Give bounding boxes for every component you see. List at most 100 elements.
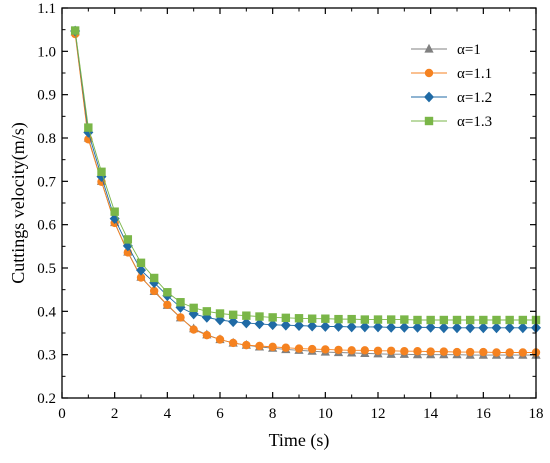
marker-circle: [400, 347, 409, 356]
marker-diamond: [294, 320, 304, 332]
marker-square: [439, 315, 449, 325]
x-tick-label: 2: [111, 406, 119, 422]
legend-entry-1: α=1: [411, 42, 481, 58]
marker-square: [202, 307, 212, 316]
marker-circle: [426, 347, 435, 356]
marker-square: [373, 315, 383, 324]
marker-square: [492, 315, 501, 325]
legend-label: α=1.3: [457, 114, 492, 130]
marker-diamond: [386, 321, 397, 333]
marker-circle: [149, 286, 159, 296]
marker-diamond: [465, 322, 476, 334]
marker-diamond: [373, 321, 383, 333]
plot-area: [70, 25, 541, 359]
marker-diamond: [425, 321, 436, 333]
marker-square: [426, 315, 435, 325]
x-axis-title: Time (s): [269, 430, 330, 451]
x-tick-label: 12: [371, 406, 386, 422]
marker-square: [360, 315, 370, 324]
marker-diamond: [149, 277, 160, 289]
marker-diamond: [504, 322, 515, 334]
marker-square: [505, 315, 514, 325]
marker-circle: [136, 273, 146, 282]
marker-diamond: [307, 320, 318, 332]
marker-circle: [492, 348, 501, 357]
marker-circle: [321, 345, 330, 354]
y-tick-label: 0.7: [37, 174, 56, 190]
legend-entry-2: α=1.1: [411, 66, 492, 82]
x-tick-label: 0: [58, 406, 66, 422]
series-4: [70, 26, 541, 325]
y-tick-label: 0.4: [37, 304, 56, 320]
marker-diamond: [280, 319, 291, 331]
y-tick-label: 1.0: [37, 44, 56, 60]
marker-circle: [413, 347, 422, 356]
marker-square: [518, 315, 528, 325]
marker-square: [110, 207, 119, 216]
marker-diamond: [267, 319, 278, 331]
marker-circle: [465, 347, 475, 357]
marker-square: [281, 313, 291, 323]
marker-square: [294, 314, 304, 323]
legend-label: α=1.2: [457, 90, 492, 106]
marker-square: [70, 26, 80, 35]
marker-circle: [479, 347, 488, 357]
marker-square: [479, 315, 488, 325]
marker-circle: [439, 347, 449, 356]
marker-circle: [228, 338, 238, 348]
marker-diamond: [215, 314, 225, 326]
marker-circle: [518, 348, 528, 357]
marker-circle: [334, 345, 343, 355]
marker-circle: [189, 325, 198, 334]
axes: 0 2 4 6 8 10 12 14 16 18 0.2 0.3 0.4 0.5 0.6 0.7 0.8 0.9 1…: [37, 1, 543, 422]
marker-square: [97, 167, 106, 176]
marker-circle: [281, 343, 291, 352]
marker-square: [123, 235, 133, 244]
marker-diamond: [359, 321, 370, 333]
marker-square: [321, 314, 330, 323]
x-tick-label: 4: [164, 406, 172, 422]
marker-circle: [176, 313, 185, 322]
marker-circle: [242, 340, 251, 350]
marker-square: [189, 303, 198, 313]
marker-circle: [163, 300, 172, 310]
marker-circle: [268, 342, 277, 352]
marker-circle: [294, 344, 304, 353]
marker-circle: [373, 346, 383, 355]
marker-square: [424, 116, 434, 126]
marker-diamond: [254, 318, 265, 330]
marker-circle: [424, 68, 434, 78]
marker-circle: [386, 346, 396, 355]
legend-label: α=1: [457, 42, 481, 58]
marker-diamond: [228, 316, 239, 328]
marker-circle: [215, 335, 225, 344]
marker-circle: [360, 346, 370, 355]
marker-diamond: [478, 322, 489, 334]
marker-circle: [307, 344, 317, 354]
x-tick-label: 6: [216, 406, 224, 422]
marker-diamond: [333, 321, 344, 332]
x-tick-label: 16: [476, 406, 492, 422]
marker-square: [307, 314, 317, 323]
marker-circle: [505, 348, 514, 357]
marker-diamond: [109, 213, 120, 224]
marker-circle: [347, 346, 356, 355]
y-tick-label: 0.9: [37, 88, 56, 104]
marker-diamond: [241, 317, 252, 329]
x-tick-label: 10: [318, 406, 333, 422]
marker-square: [465, 315, 475, 325]
legend-entry-3: α=1.2: [411, 90, 492, 106]
marker-square: [268, 313, 277, 322]
y-tick-label: 0.3: [37, 348, 56, 364]
y-tick-label: 0.2: [37, 391, 56, 407]
marker-diamond: [399, 321, 410, 333]
x-tick-label: 14: [423, 406, 439, 422]
marker-square: [136, 258, 146, 267]
marker-square: [255, 312, 264, 321]
x-tick-label: 8: [269, 406, 277, 422]
marker-diamond: [320, 321, 331, 332]
marker-square: [215, 309, 225, 318]
marker-square: [452, 315, 462, 325]
marker-triangle: [424, 43, 434, 53]
marker-circle: [452, 347, 462, 357]
